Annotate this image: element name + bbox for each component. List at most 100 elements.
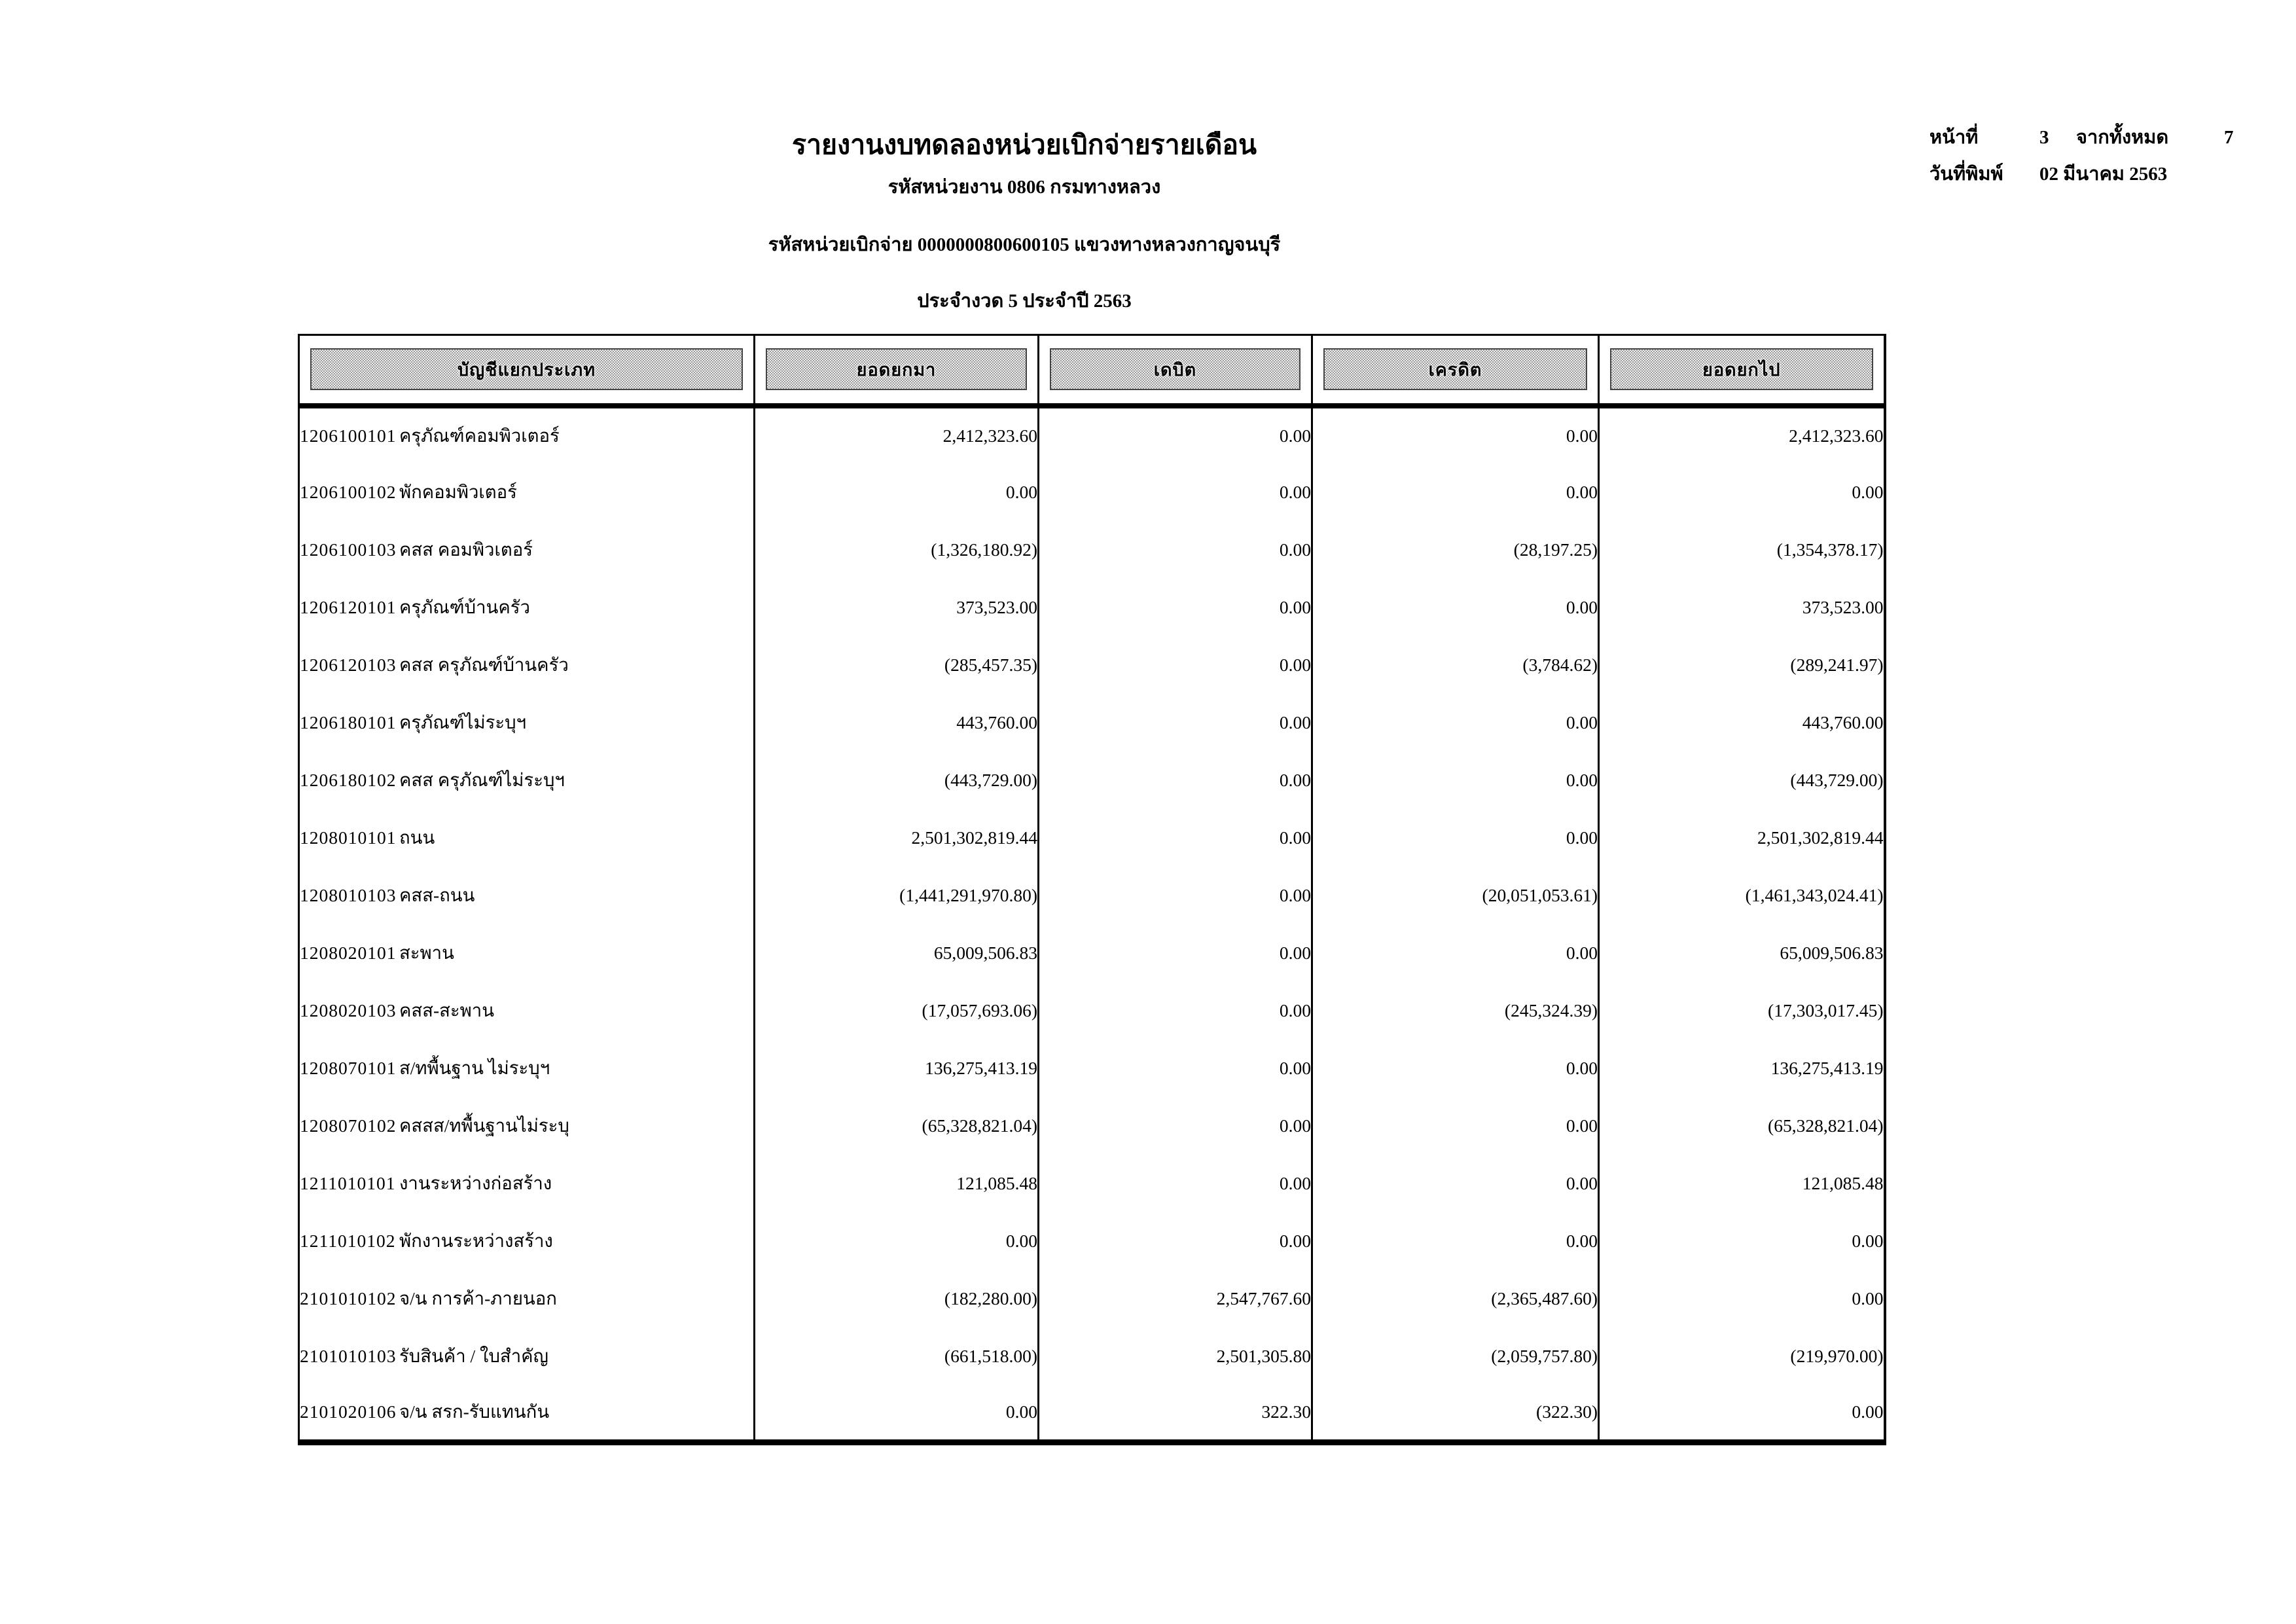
account-name: ส/ทพื้นฐาน ไม่ระบุฯ [399, 1057, 550, 1078]
account-name: คสส ครุภัณฑ์บ้านครัว [399, 654, 569, 675]
closing-balance-cell: (289,241.97) [1598, 636, 1885, 694]
credit-cell: 0.00 [1311, 693, 1599, 751]
account-code: 1206100102 [300, 481, 397, 502]
column-header-debit: เดบิต [1037, 334, 1312, 408]
disbursement-unit-line: รหัสหน่วยเบิกจ่าย 0000000800600105 แขวงท… [768, 234, 1281, 255]
opening-balance-cell: 65,009,506.83 [753, 924, 1039, 982]
account-name: งานระหว่างก่อสร้าง [399, 1172, 552, 1193]
credit-cell: (2,059,757.80) [1311, 1327, 1599, 1385]
closing-balance-cell: 0.00 [1598, 1384, 1885, 1443]
closing-balance-cell: (17,303,017.45) [1598, 981, 1885, 1039]
account-cell: 1206100101 ครุภัณฑ์คอมพิวเตอร์ [299, 406, 755, 463]
table-row: 1208010101 ถนน 2,501,302,819.44 0.00 0.00… [299, 808, 1885, 867]
account-code: 1208010101 [300, 827, 397, 848]
closing-balance-cell: 2,412,323.60 [1598, 405, 1885, 463]
credit-cell: 0.00 [1311, 1212, 1599, 1270]
account-name: รับสินค้า / ใบสำคัญ [399, 1345, 548, 1366]
opening-balance-cell: (285,457.35) [753, 636, 1039, 694]
closing-balance-cell: 443,760.00 [1598, 693, 1885, 751]
account-cell: 2101010102 จ/น การค้า-ภายนอก [299, 1270, 755, 1327]
credit-cell: (322.30) [1311, 1384, 1599, 1443]
debit-cell: 0.00 [1037, 693, 1312, 751]
account-code: 2101020106 [300, 1401, 397, 1422]
account-cell: 1206100102 พักคอมพิวเตอร์ [299, 463, 755, 521]
account-cell: 1206180102 คสส ครุภัณฑ์ไม่ระบุฯ [299, 751, 755, 809]
account-name: ครุภัณฑ์บ้านครัว [399, 596, 530, 617]
page-title: รายงานงบทดลองหน่วยเบิกจ่ายรายเดือน [792, 130, 1257, 160]
table-row: 1206180101 ครุภัณฑ์ไม่ระบุฯ 443,760.00 0.… [299, 693, 1885, 751]
closing-balance-cell: (1,461,343,024.41) [1598, 866, 1885, 924]
opening-balance-cell: 0.00 [753, 1212, 1039, 1270]
closing-balance-cell: 2,501,302,819.44 [1598, 808, 1885, 867]
closing-balance-cell: (1,354,378.17) [1598, 520, 1885, 579]
table-row: 1211010102 พักงานระหว่างสร้าง 0.00 0.00 0… [299, 1212, 1885, 1270]
account-code: 1206100101 [300, 425, 397, 446]
account-name: พักงานระหว่างสร้าง [399, 1230, 553, 1251]
account-cell: 1211010102 พักงานระหว่างสร้าง [299, 1212, 755, 1270]
column-header-account-box: บัญชีแยกประเภท [310, 348, 743, 391]
account-code: 1206100103 [300, 539, 397, 560]
debit-cell: 0.00 [1037, 981, 1312, 1039]
debit-cell: 0.00 [1037, 866, 1312, 924]
column-header-opening-balance: ยอดยกมา [753, 334, 1039, 408]
debit-cell: 0.00 [1037, 520, 1312, 579]
account-code: 1208020101 [300, 942, 397, 963]
account-code: 1206180102 [300, 769, 397, 790]
table-row: 1206100103 คสส คอมพิวเตอร์ (1,326,180.92)… [299, 520, 1885, 579]
account-name: จ/น การค้า-ภายนอก [399, 1288, 557, 1308]
opening-balance-cell: 0.00 [753, 463, 1039, 521]
opening-balance-cell: 121,085.48 [753, 1154, 1039, 1212]
account-cell: 1206100103 คสส คอมพิวเตอร์ [299, 521, 755, 579]
credit-cell: 0.00 [1311, 751, 1599, 809]
closing-balance-cell: 65,009,506.83 [1598, 924, 1885, 982]
column-header-credit-box: เครดิต [1323, 348, 1587, 391]
closing-balance-cell: 0.00 [1598, 1212, 1885, 1270]
opening-balance-cell: (17,057,693.06) [753, 981, 1039, 1039]
table-row: 1208070102 คสสส/ทพื้นฐานไม่ระบุ (65,328,8… [299, 1096, 1885, 1155]
debit-cell: 0.00 [1037, 751, 1312, 809]
column-header-closing-balance: ยอดยกไป [1598, 334, 1885, 408]
debit-cell: 0.00 [1037, 636, 1312, 694]
credit-cell: (20,051,053.61) [1311, 866, 1599, 924]
closing-balance-cell: (65,328,821.04) [1598, 1096, 1885, 1155]
table-row: 1208020103 คสส-สะพาน (17,057,693.06) 0.00… [299, 981, 1885, 1039]
debit-cell: 2,547,767.60 [1037, 1269, 1312, 1327]
account-name: ถนน [399, 827, 435, 848]
credit-cell: (3,784.62) [1311, 636, 1599, 694]
debit-cell: 2,501,305.80 [1037, 1327, 1312, 1385]
opening-balance-cell: 443,760.00 [753, 693, 1039, 751]
debit-cell: 0.00 [1037, 1039, 1312, 1097]
opening-balance-cell: (182,280.00) [753, 1269, 1039, 1327]
opening-balance-cell: 2,412,323.60 [753, 405, 1039, 463]
account-code: 2101010102 [300, 1288, 397, 1308]
table-header: บัญชีแยกประเภท ยอดยกมา เดบิต เครดิต ยอดย… [298, 334, 1885, 408]
credit-cell: 0.00 [1311, 808, 1599, 867]
debit-cell: 0.00 [1037, 1212, 1312, 1270]
debit-cell: 0.00 [1037, 1154, 1312, 1212]
credit-cell: 0.00 [1311, 1154, 1599, 1212]
account-code: 1208070102 [300, 1115, 397, 1136]
opening-balance-cell: (65,328,821.04) [753, 1096, 1039, 1155]
account-cell: 1206120101 ครุภัณฑ์บ้านครัว [299, 579, 755, 636]
account-code: 1206120103 [300, 654, 397, 675]
agency-code-line: รหัสหน่วยงาน 0806 กรมทางหลวง [888, 177, 1161, 198]
print-date-label: วันที่พิมพ์ [1929, 164, 2003, 185]
account-name: คสส-ถนน [399, 884, 475, 905]
account-code: 1211010102 [300, 1230, 396, 1251]
account-cell: 2101010103 รับสินค้า / ใบสำคัญ [299, 1327, 755, 1385]
column-header-opening-balance-box: ยอดยกมา [766, 348, 1027, 391]
credit-cell: (245,324.39) [1311, 981, 1599, 1039]
trial-balance-table: บัญชีแยกประเภท ยอดยกมา เดบิต เครดิต ยอดย… [298, 334, 1886, 1445]
debit-cell: 0.00 [1037, 578, 1312, 636]
closing-balance-cell: 121,085.48 [1598, 1154, 1885, 1212]
opening-balance-cell: 2,501,302,819.44 [753, 808, 1039, 867]
closing-balance-cell: (443,729.00) [1598, 751, 1885, 809]
column-header-closing-balance-box: ยอดยกไป [1610, 348, 1873, 391]
account-code: 1208010103 [300, 884, 397, 905]
page-number: 3 [2039, 127, 2049, 148]
account-code: 1208020103 [300, 1000, 397, 1020]
account-name: พักคอมพิวเตอร์ [399, 481, 517, 502]
credit-cell: (28,197.25) [1311, 520, 1599, 579]
closing-balance-cell: 136,275,413.19 [1598, 1039, 1885, 1097]
